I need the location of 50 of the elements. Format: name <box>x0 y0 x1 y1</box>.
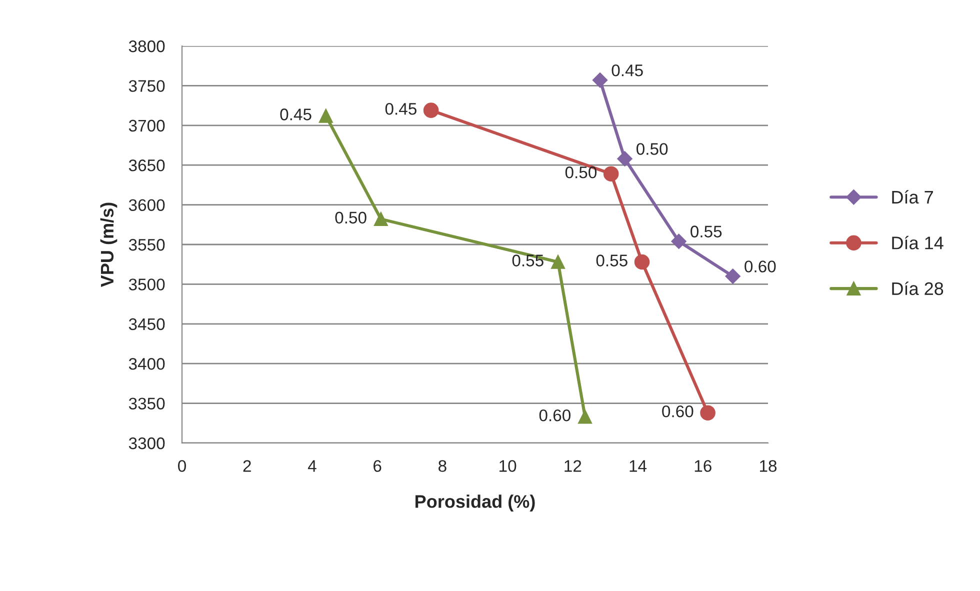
y-tick-label: 3350 <box>128 398 165 410</box>
y-axis-title: VPU (m/s) <box>100 202 118 288</box>
point <box>617 151 632 166</box>
x-tick-label: 6 <box>374 460 382 472</box>
point <box>551 255 565 269</box>
x-tick-label: 0 <box>178 460 186 472</box>
point <box>725 268 740 284</box>
point <box>318 108 333 123</box>
annotation: 0.55 <box>690 226 722 238</box>
x-tick-label: 16 <box>694 460 712 472</box>
y-tick-label: 3300 <box>128 437 165 450</box>
annotation: 0.45 <box>280 108 312 120</box>
y-tick-label: 3400 <box>128 358 165 370</box>
point <box>592 72 608 88</box>
x-tick-label: 10 <box>500 460 516 472</box>
annotation: 0.60 <box>662 406 694 418</box>
x-tick-label: 4 <box>308 460 316 472</box>
point <box>423 102 439 118</box>
point <box>603 166 619 182</box>
y-tick-label: 3750 <box>128 80 165 92</box>
point <box>700 405 716 420</box>
legend-label: Día 28 <box>892 282 944 296</box>
point <box>374 212 388 226</box>
x-tick-label: 2 <box>243 460 251 472</box>
annotation: 0.50 <box>335 212 366 224</box>
x-axis-title: Porosidad (%) <box>416 494 535 512</box>
annotation: 0.55 <box>512 254 544 266</box>
point <box>671 234 686 249</box>
y-tick-label: 3700 <box>128 120 165 132</box>
legend-label: Día 7 <box>892 190 933 204</box>
point <box>634 254 650 270</box>
y-tick-label: 3800 <box>128 40 165 52</box>
annotation: 0.50 <box>636 143 668 155</box>
x-tick-label: 14 <box>630 460 647 472</box>
y-tick-label: 3650 <box>128 160 165 172</box>
legend-label: Día 14 <box>892 236 944 250</box>
annotation: 0.45 <box>612 64 643 76</box>
annotation: 0.45 <box>385 102 416 115</box>
y-tick-label: 3500 <box>128 278 165 290</box>
y-tick-label: 3550 <box>128 238 165 251</box>
annotation: 0.60 <box>539 409 570 422</box>
y-tick-label: 3450 <box>128 318 165 330</box>
y-tick-label: 3600 <box>128 199 165 212</box>
x-tick-label: 18 <box>760 460 777 472</box>
annotation: 0.55 <box>596 254 628 266</box>
x-tick-label: 12 <box>564 460 582 472</box>
annotation: 0.60 <box>744 260 776 272</box>
x-tick-label: 8 <box>438 460 446 472</box>
annotation: 0.50 <box>565 166 597 178</box>
point <box>578 410 592 424</box>
